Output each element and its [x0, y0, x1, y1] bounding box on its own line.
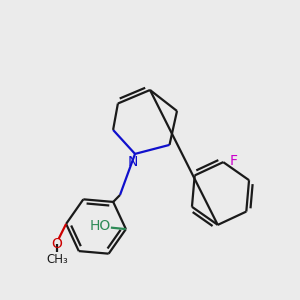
- Text: CH₃: CH₃: [46, 254, 68, 266]
- Text: N: N: [128, 155, 138, 169]
- Text: O: O: [52, 237, 63, 251]
- Text: HO: HO: [90, 219, 111, 233]
- Text: F: F: [230, 154, 238, 168]
